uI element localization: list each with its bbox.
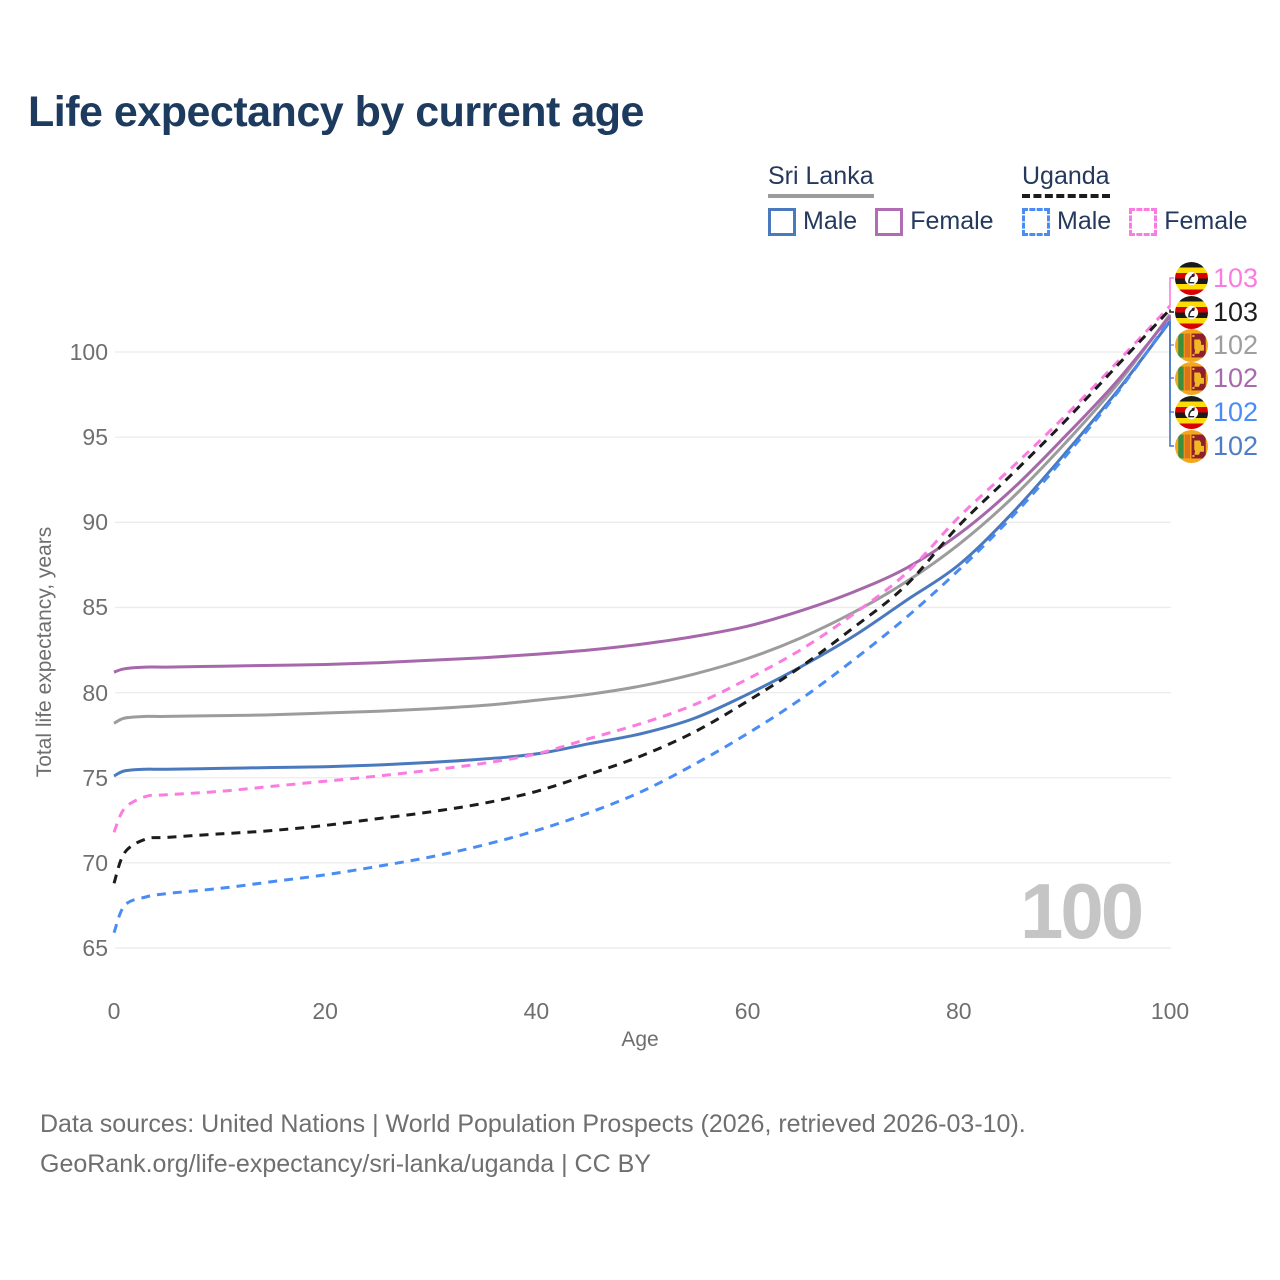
legend-country-label: Sri Lanka xyxy=(768,162,874,198)
footer-attribution: GeoRank.org/life-expectancy/sri-lanka/ug… xyxy=(40,1150,651,1178)
legend-item-label: Male xyxy=(803,207,858,235)
x-tick-label: 0 xyxy=(107,998,121,1024)
legend-items: Male Female xyxy=(768,207,1012,241)
end-value: 102 xyxy=(1213,396,1259,427)
end-value: 102 xyxy=(1213,362,1259,393)
flag-icon-sri-lanka xyxy=(1175,361,1208,395)
x-tick-label: 40 xyxy=(523,998,550,1024)
x-tick-label: 20 xyxy=(312,998,338,1024)
end-value: 102 xyxy=(1213,430,1259,461)
leader-line-uganda-female xyxy=(1169,277,1174,307)
flag-icon-sri-lanka xyxy=(1175,328,1208,362)
y-tick-label: 90 xyxy=(82,509,108,536)
legend-country-label: Uganda xyxy=(1022,162,1110,198)
leader-line-sri-lanka-male xyxy=(1169,321,1174,447)
x-tick-label: 100 xyxy=(1150,998,1190,1024)
x-tick-label: 60 xyxy=(734,998,761,1024)
footer: Data sources: United Nations | World Pop… xyxy=(40,1104,1026,1184)
x-tick-label: 80 xyxy=(946,998,972,1024)
y-tick-label: 70 xyxy=(82,849,108,876)
end-label-row-sri-lanka-female: 102 xyxy=(1175,361,1258,395)
end-label-row-uganda-male: 102 xyxy=(1175,395,1258,429)
series-line-uganda-female xyxy=(112,304,1172,833)
series-line-uganda-both xyxy=(112,308,1172,884)
end-value: 103 xyxy=(1213,296,1259,327)
series-line-sri-lanka-both xyxy=(113,313,1172,725)
end-label-row-sri-lanka-both: 102 xyxy=(1175,328,1258,362)
legend-swatch-icon xyxy=(1129,207,1158,236)
series-line-sri-lanka-male xyxy=(113,320,1172,778)
x-axis-title: Age xyxy=(621,1028,659,1051)
legend-item-male: Male xyxy=(768,207,857,236)
legend-item-male: Male xyxy=(1022,207,1111,236)
y-tick-label: 80 xyxy=(82,679,108,706)
legend-swatch-icon xyxy=(1022,207,1050,236)
legend-item-female: Female xyxy=(875,207,994,236)
legend-item-label: Female xyxy=(1164,207,1248,235)
y-tick-label: 100 xyxy=(69,339,108,365)
legend-swatch-icon xyxy=(875,207,904,236)
legend-item-female: Female xyxy=(1129,207,1248,236)
flag-icon-sri-lanka xyxy=(1175,429,1208,463)
chart-title: Life expectancy by current age xyxy=(28,88,644,136)
y-tick-label: 75 xyxy=(82,764,108,791)
y-axis-title: Total life expectancy, years xyxy=(33,526,56,778)
series-line-uganda-male xyxy=(112,318,1172,934)
end-value: 102 xyxy=(1213,329,1259,360)
y-tick-label: 65 xyxy=(82,935,108,962)
flag-icon-uganda xyxy=(1175,395,1208,429)
end-label-row-uganda-both: 103 xyxy=(1175,295,1258,329)
flag-icon-uganda xyxy=(1175,295,1208,329)
legend-group-sri-lanka: Sri Lanka Male Female xyxy=(768,162,1012,241)
legend-group-uganda: Uganda Male Female xyxy=(1022,162,1266,241)
leader-line-uganda-both xyxy=(1169,309,1174,313)
age-watermark: 100 xyxy=(1020,867,1144,955)
end-value: 103 xyxy=(1213,262,1259,293)
legend-item-label: Female xyxy=(910,207,994,235)
end-label-row-uganda-female: 103 xyxy=(1175,261,1258,295)
end-label-row-sri-lanka-male: 102 xyxy=(1175,429,1258,463)
y-tick-label: 85 xyxy=(82,594,108,621)
legend-swatch-icon xyxy=(768,207,796,236)
footer-sources: Data sources: United Nations | World Pop… xyxy=(40,1110,1026,1138)
legend-items: Male Female xyxy=(1022,207,1266,241)
series-line-sri-lanka-female xyxy=(113,315,1172,674)
legend-item-label: Male xyxy=(1057,207,1112,235)
flag-icon-uganda xyxy=(1175,261,1208,295)
y-tick-label: 95 xyxy=(82,424,108,451)
